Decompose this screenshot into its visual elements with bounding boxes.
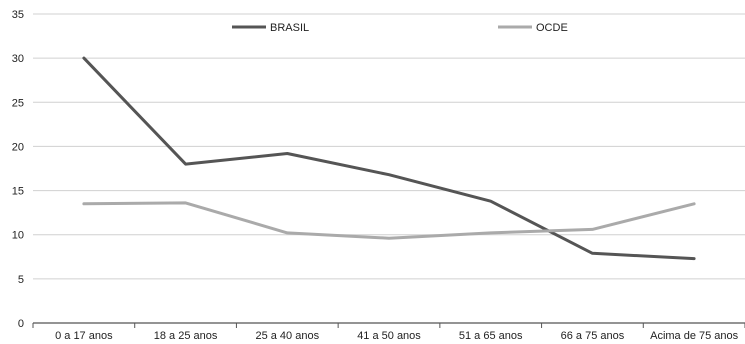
x-tick-label: Acima de 75 anos (650, 330, 739, 342)
y-tick-label: 30 (12, 53, 24, 65)
y-tick-label: 25 (12, 97, 24, 109)
series-line-ocde (82, 201, 696, 240)
y-tick-label: 20 (12, 141, 24, 153)
y-axis-ticks: 0 5 10 15 20 25 30 35 (12, 9, 24, 330)
x-tick-label: 18 a 25 anos (154, 330, 218, 342)
x-tick-label: 25 a 40 anos (255, 330, 319, 342)
legend: BRASIL OCDE (232, 22, 568, 34)
series-lines (82, 56, 696, 261)
x-tick-label: 41 a 50 anos (357, 330, 421, 342)
y-tick-label: 0 (18, 318, 24, 330)
series-line-brasil (82, 56, 696, 261)
y-tick-label: 35 (12, 9, 24, 21)
y-tick-label: 15 (12, 186, 24, 198)
gridlines (33, 13, 745, 280)
y-tick-label: 10 (12, 230, 24, 242)
x-tick-label: 51 a 65 anos (459, 330, 523, 342)
y-tick-label: 5 (18, 274, 24, 286)
x-axis: 0 a 17 anos 18 a 25 anos 25 a 40 anos 41 a … (32, 322, 745, 342)
x-tick-label: 0 a 17 anos (55, 330, 113, 342)
x-tick-label: 66 a 75 anos (561, 330, 625, 342)
legend-label-ocde: OCDE (536, 22, 568, 34)
legend-label-brasil: BRASIL (270, 22, 309, 34)
